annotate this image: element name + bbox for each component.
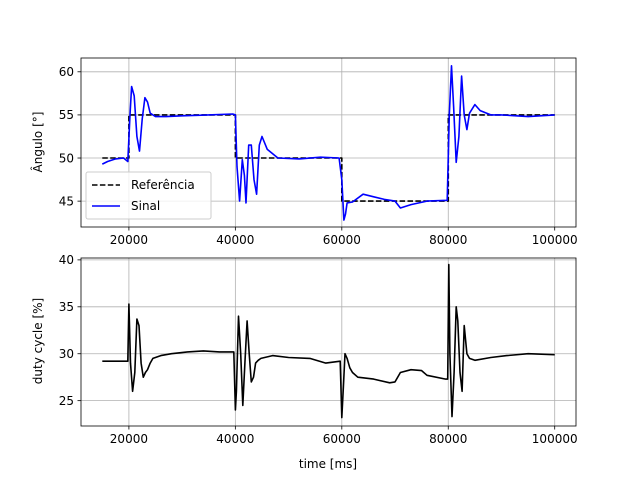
angle-ticks: 20000 40000 60000 80000 100000 45 50 55 60 <box>59 65 578 247</box>
x-tick-label: 40000 <box>216 432 254 446</box>
y-tick-label: 45 <box>59 194 74 208</box>
x-tick-label: 80000 <box>429 432 467 446</box>
duty-axes-frame <box>80 257 577 427</box>
legend-label-sinal: Sinal <box>131 199 160 213</box>
series-line-sinal <box>101 65 555 221</box>
y-tick-label: 35 <box>59 300 74 314</box>
angle-ylabel: Ângulo [°] <box>30 112 45 173</box>
duty-xlabel: time [ms] <box>299 457 357 471</box>
x-tick-label: 20000 <box>110 432 148 446</box>
y-tick-label: 30 <box>59 347 74 361</box>
x-tick-label: 60000 <box>323 432 361 446</box>
x-tick-label: 40000 <box>216 233 254 247</box>
y-tick-label: 25 <box>59 394 74 408</box>
x-tick-label: 80000 <box>429 233 467 247</box>
legend-label-referencia: Referência <box>131 178 195 192</box>
x-tick-label: 20000 <box>110 233 148 247</box>
angle-subplot: 20000 40000 60000 80000 100000 45 50 55 60 Ângul… <box>30 57 578 247</box>
y-tick-label: 50 <box>59 151 74 165</box>
angle-legend: Referência Sinal <box>85 171 212 220</box>
angle-series <box>101 65 555 221</box>
duty-ylabel: duty cycle [%] <box>31 298 45 384</box>
angle-axes-frame <box>80 57 577 228</box>
duty-cycle-subplot: 20000 40000 60000 80000 100000 25 30 35 40 duty … <box>31 253 578 471</box>
legend-box <box>85 171 212 220</box>
y-tick-label: 60 <box>59 65 74 79</box>
x-tick-label: 100000 <box>532 233 578 247</box>
series-line-duty-cycle <box>102 263 555 419</box>
y-tick-label: 55 <box>59 108 74 122</box>
duty-series <box>102 263 555 419</box>
y-tick-label: 40 <box>59 253 74 267</box>
x-tick-label: 60000 <box>323 233 361 247</box>
x-tick-label: 100000 <box>532 432 578 446</box>
duty-ticks: 20000 40000 60000 80000 100000 25 30 35 40 <box>59 253 578 446</box>
